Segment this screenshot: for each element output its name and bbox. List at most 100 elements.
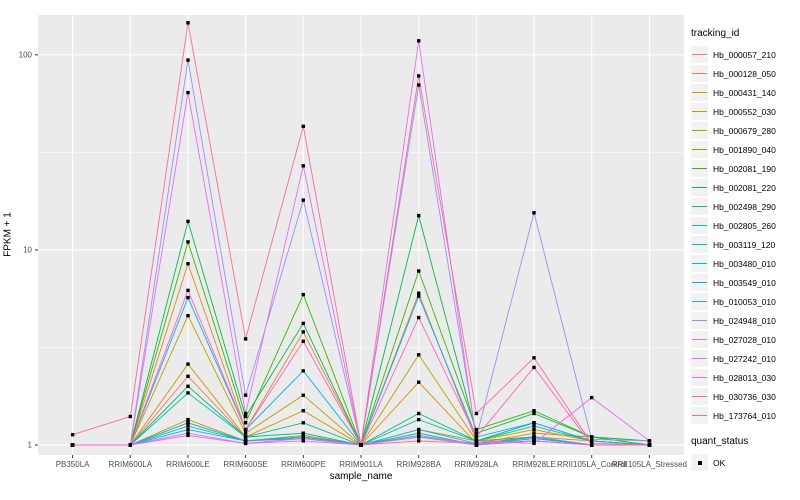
legend: tracking_id Hb_000057_210 Hb_000128_050 Hb… — [691, 28, 799, 472]
legend-key — [691, 103, 708, 120]
data-point — [417, 39, 421, 43]
x-tick-label: RRIM600SE — [223, 460, 267, 469]
data-point — [301, 409, 305, 413]
data-point — [301, 124, 305, 128]
y-tick-label: 1 — [28, 441, 33, 450]
legend-entry-label: Hb_027028_010 — [713, 334, 776, 345]
legend-entry-label: Hb_001890_040 — [713, 144, 776, 155]
legend-key — [691, 198, 708, 215]
data-point — [301, 321, 305, 326]
data-point — [532, 211, 536, 215]
legend-entry: Hb_173764_010 — [691, 406, 799, 425]
data-point — [186, 384, 190, 388]
data-point — [474, 427, 479, 432]
x-tick-label: RRIM901LA — [339, 460, 383, 469]
data-point — [417, 294, 421, 298]
legend-entry: Hb_030736_030 — [691, 387, 799, 406]
data-point — [70, 433, 75, 437]
square-point-icon — [697, 460, 702, 465]
legend-entry: Hb_010053_010 — [691, 292, 799, 311]
data-point — [128, 443, 132, 447]
data-point — [186, 374, 190, 378]
legend-line-swatch — [692, 263, 707, 264]
data-point — [474, 441, 479, 446]
legend-entry-label: Hb_000128_050 — [713, 68, 776, 79]
legend-line-swatch — [692, 111, 707, 112]
legend-entry: Hb_002498_290 — [691, 197, 799, 216]
data-point — [417, 439, 421, 443]
legend-entry: Hb_003119_120 — [691, 235, 799, 254]
data-point — [590, 437, 594, 441]
x-tick-label: RRIM928LA — [455, 460, 499, 469]
legend-key — [691, 160, 708, 177]
legend-title-quant-status: quant_status — [691, 436, 749, 447]
legend-entry-label: Hb_000431_140 — [713, 87, 776, 98]
data-point — [417, 74, 421, 78]
data-point — [417, 411, 421, 416]
data-point — [186, 362, 190, 366]
data-point — [532, 365, 536, 370]
legend-key — [691, 217, 708, 234]
data-point — [417, 431, 421, 435]
legend-entry: Hb_028013_030 — [691, 368, 799, 387]
data-point — [243, 393, 248, 397]
legend-entry: Hb_002805_260 — [691, 216, 799, 235]
data-point — [243, 439, 248, 443]
legend-line-swatch — [692, 244, 707, 245]
data-point — [301, 393, 305, 397]
data-point — [417, 380, 421, 384]
legend-key — [691, 407, 708, 424]
data-point — [186, 58, 190, 62]
legend-entry-label: Hb_000679_280 — [713, 125, 776, 136]
x-tick-label: RRII105LA_Control — [557, 460, 627, 469]
legend-line-swatch — [692, 225, 707, 226]
legend-entry-label: Hb_002805_260 — [713, 220, 776, 231]
data-point — [186, 427, 190, 432]
legend-line-swatch — [692, 54, 707, 55]
data-point — [474, 411, 479, 416]
legend-entry-ok: OK — [691, 453, 799, 472]
legend-line-swatch — [692, 187, 707, 188]
legend-entry: Hb_027028_010 — [691, 330, 799, 349]
legend-key — [691, 179, 708, 196]
y-tick-label: 100 — [19, 51, 33, 60]
data-point — [301, 198, 305, 202]
data-point — [417, 353, 421, 357]
legend-line-swatch — [692, 92, 707, 93]
legend-key — [691, 65, 708, 82]
data-point — [301, 436, 305, 441]
legend-entry-label: Hb_030736_030 — [713, 391, 776, 402]
legend-key — [691, 274, 708, 291]
data-point — [532, 431, 536, 435]
data-point — [186, 90, 190, 95]
legend-entry-label: OK — [713, 457, 726, 468]
data-point — [243, 441, 248, 446]
legend-entry: Hb_027242_010 — [691, 349, 799, 368]
legend-entry-label: Hb_027242_010 — [713, 353, 776, 364]
data-point — [186, 391, 190, 395]
legend-title-tracking-id: tracking_id — [691, 28, 740, 39]
y-axis-title: FPKM + 1 — [2, 212, 14, 257]
data-point — [647, 443, 652, 447]
legend-entry-label: Hb_028013_030 — [713, 372, 776, 383]
data-point — [301, 292, 305, 297]
x-tick-label: RRIM928LE — [512, 460, 556, 469]
legend-line-swatch — [692, 301, 707, 302]
data-point — [417, 269, 421, 273]
legend-entry: Hb_000552_030 — [691, 102, 799, 121]
data-point — [417, 213, 421, 218]
data-point — [532, 409, 536, 413]
data-point — [186, 417, 190, 422]
data-point — [243, 421, 248, 425]
x-tick-label: RRIM600LA — [108, 460, 152, 469]
data-point — [474, 439, 479, 443]
data-point — [532, 439, 536, 443]
data-point — [532, 435, 536, 439]
legend-entry-label: Hb_003119_120 — [713, 239, 776, 250]
legend-line-swatch — [692, 130, 707, 131]
x-tick-label: RRIM928BA — [396, 460, 441, 469]
legend-key — [691, 331, 708, 348]
legend-line-swatch — [692, 358, 707, 359]
data-point — [647, 439, 652, 443]
